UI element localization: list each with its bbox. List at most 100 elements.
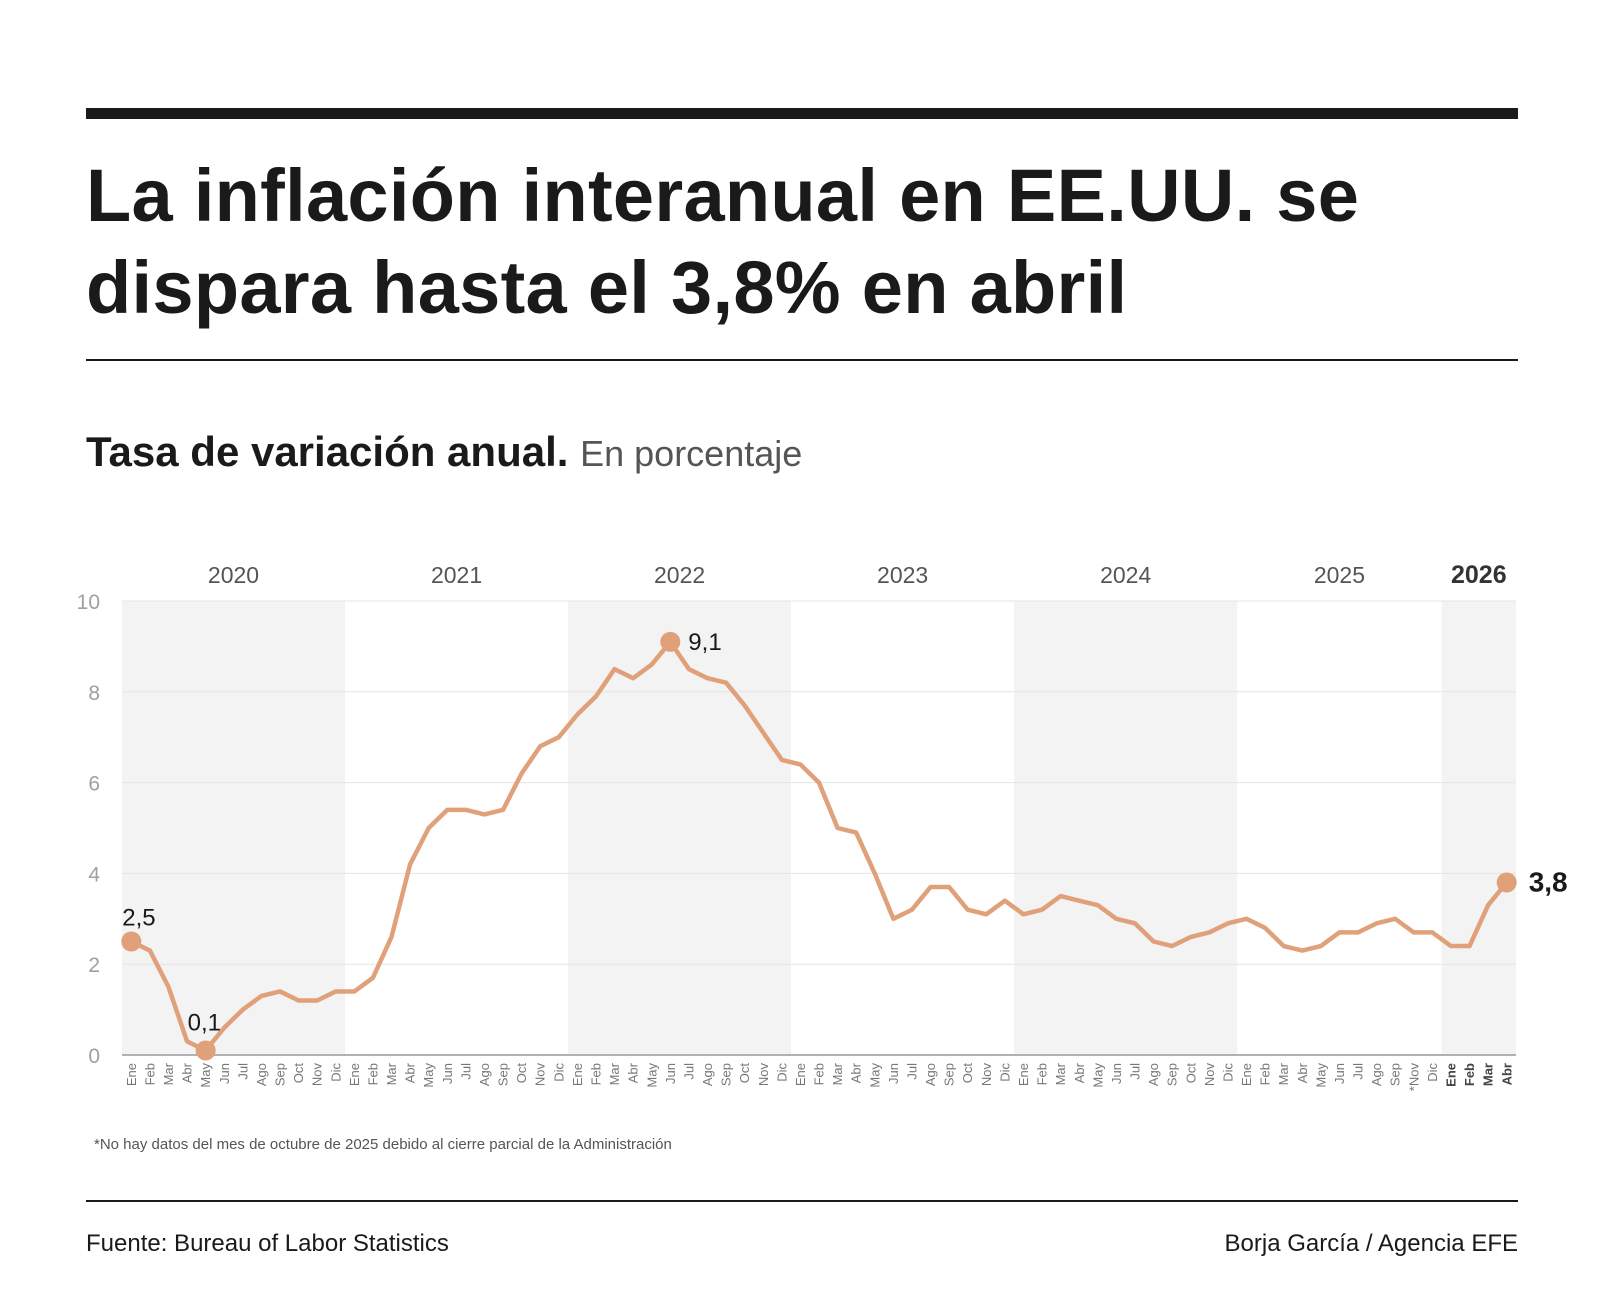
x-tick-label: Jul	[1351, 1063, 1366, 1080]
x-tick-label: Abr	[1295, 1062, 1310, 1083]
x-tick-label: Dic	[1425, 1063, 1440, 1082]
x-tick-label: May	[1313, 1063, 1328, 1088]
x-tick-label: May	[1090, 1063, 1105, 1088]
x-tick-label: Sep	[1165, 1063, 1180, 1086]
x-tick-label: Dic	[1220, 1063, 1235, 1082]
x-tick-label: Oct	[291, 1063, 306, 1084]
series-line	[129, 639, 1509, 1053]
x-tick-label: Oct	[514, 1063, 529, 1084]
x-tick-label: Ene	[1443, 1063, 1458, 1087]
x-tick-label: Feb	[589, 1063, 604, 1085]
x-tick-label: Abr	[1499, 1063, 1514, 1085]
data-point	[1496, 872, 1517, 893]
x-tick-label: Jun	[217, 1063, 232, 1084]
x-tick-label: Ene	[570, 1063, 585, 1086]
year-label: 2024	[1100, 562, 1151, 588]
x-tick-label: Sep	[1388, 1063, 1403, 1086]
x-tick-label: Sep	[496, 1063, 511, 1086]
y-tick-label: 10	[77, 591, 100, 614]
x-tick-label: Dic	[328, 1063, 343, 1082]
x-tick-label: Abr	[1072, 1062, 1087, 1083]
x-tick-label: Ago	[254, 1063, 269, 1086]
x-tick-label: Jul	[235, 1063, 250, 1080]
y-tick-label: 6	[88, 773, 100, 796]
chart-subtitle: Tasa de variación anual. En porcentaje	[86, 424, 802, 482]
y-tick-label: 8	[88, 682, 100, 705]
x-tick-label: Ene	[1016, 1063, 1031, 1086]
x-tick-label: Nov	[1202, 1063, 1217, 1087]
data-point	[121, 931, 142, 952]
data-label: 3,8	[1529, 866, 1568, 897]
year-band	[1441, 601, 1516, 1055]
footer-divider	[86, 1200, 1518, 1202]
x-tick-label: Jul	[1128, 1063, 1143, 1080]
x-tick-label: Ago	[1146, 1063, 1161, 1086]
data-label: 0,1	[188, 1009, 221, 1036]
x-tick-label: May	[644, 1063, 659, 1088]
year-label: 2021	[431, 562, 482, 588]
x-tick-label: Feb	[365, 1063, 380, 1085]
y-tick-label: 2	[88, 954, 100, 977]
x-tick-label: Feb	[812, 1063, 827, 1085]
x-tick-label: Feb	[1035, 1063, 1050, 1085]
x-tick-label: Dic	[774, 1063, 789, 1082]
data-label: 9,1	[688, 629, 721, 656]
x-tick-label: Sep	[273, 1063, 288, 1086]
x-tick-label: Ene	[124, 1063, 139, 1086]
x-tick-label: Mar	[384, 1062, 399, 1085]
x-tick-label: Mar	[1053, 1062, 1068, 1085]
x-tick-label: Abr	[626, 1062, 641, 1083]
year-label: 2022	[654, 562, 705, 588]
x-tick-label: Sep	[942, 1063, 957, 1086]
y-tick-label: 0	[88, 1045, 100, 1068]
x-tick-label: May	[421, 1063, 436, 1088]
x-tick-label: Nov	[533, 1063, 548, 1087]
x-tick-label: Abr	[180, 1062, 195, 1083]
x-tick-label: Jul	[904, 1063, 919, 1080]
x-tick-label: Ago	[1369, 1063, 1384, 1086]
x-tick-label: Ene	[1239, 1063, 1254, 1086]
x-tick-label: Oct	[960, 1063, 975, 1084]
subtitle-unit: En porcentaje	[580, 433, 803, 474]
year-label: 2020	[208, 562, 259, 588]
subtitle-main: Tasa de variación anual.	[86, 428, 569, 475]
year-label: 2025	[1314, 562, 1365, 588]
chart-title: La inflación interanual en EE.UU. se dis…	[86, 154, 1360, 329]
year-band	[1014, 601, 1238, 1055]
x-tick-label: Dic	[997, 1063, 1012, 1082]
x-tick-label: Feb	[142, 1063, 157, 1085]
footnote: *No hay datos del mes de octubre de 2025…	[94, 1136, 672, 1153]
x-tick-label: Sep	[719, 1063, 734, 1086]
x-tick-label: Nov	[979, 1063, 994, 1087]
title-divider	[86, 359, 1518, 361]
year-band	[122, 601, 346, 1055]
credit-text: Borja García / Agencia EFE	[1224, 1230, 1518, 1257]
x-tick-label: Jul	[458, 1063, 473, 1080]
x-tick-label: Ago	[923, 1063, 938, 1086]
x-tick-label: Mar	[1276, 1062, 1291, 1085]
x-tick-label: Jun	[663, 1063, 678, 1084]
x-tick-label: Mar	[161, 1062, 176, 1085]
x-tick-label: Nov	[310, 1063, 325, 1087]
x-tick-label: May	[867, 1063, 882, 1088]
x-tick-label: Jun	[1332, 1063, 1347, 1084]
x-tick-label: Ago	[477, 1063, 492, 1086]
top-rule	[86, 108, 1518, 119]
data-point	[660, 631, 681, 652]
x-tick-label: Abr	[403, 1062, 418, 1083]
x-tick-label: Mar	[1481, 1063, 1496, 1086]
x-tick-label: Mar	[607, 1062, 622, 1085]
x-tick-label: Ene	[347, 1063, 362, 1086]
y-tick-label: 4	[88, 863, 100, 886]
data-label: 2,5	[122, 905, 155, 932]
x-tick-label: Abr	[849, 1062, 864, 1083]
x-tick-label: Jun	[1109, 1063, 1124, 1084]
x-tick-label: Oct	[1183, 1063, 1198, 1084]
x-tick-label: Nov	[756, 1063, 771, 1087]
x-tick-label: Jun	[440, 1063, 455, 1084]
year-label: 2023	[877, 562, 928, 588]
x-tick-label: Feb	[1258, 1063, 1273, 1085]
x-tick-label: Jul	[681, 1063, 696, 1080]
source-text: Fuente: Bureau of Labor Statistics	[86, 1230, 449, 1257]
x-tick-label: Jun	[886, 1063, 901, 1084]
